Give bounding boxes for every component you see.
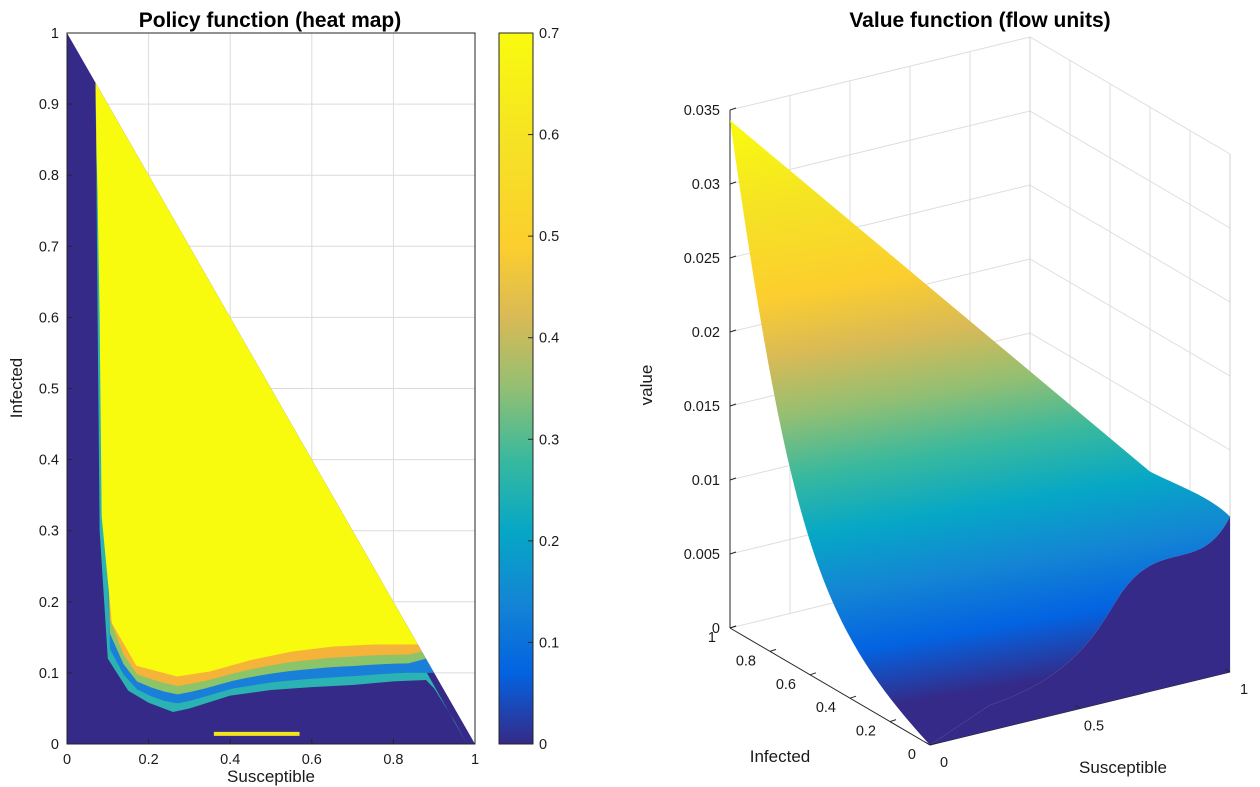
heatmap-max-region bbox=[95, 82, 418, 677]
surface-z-tick-mark bbox=[729, 403, 737, 407]
colorbar-tick-label: 0.4 bbox=[539, 331, 559, 347]
surface-y-tick-label: 1 bbox=[708, 630, 716, 646]
surface-x-tick-mark bbox=[924, 741, 931, 746]
surface-z-tick-label: 0.01 bbox=[692, 473, 720, 489]
heatmap-x-tick-label: 0.2 bbox=[139, 752, 159, 768]
heatmap-y-tick-label: 0.2 bbox=[39, 595, 59, 611]
heatmap-title: Policy function (heat map) bbox=[139, 9, 402, 32]
heatmap-y-tick-label: 0.1 bbox=[39, 666, 59, 682]
surface-z-tick-label: 0.015 bbox=[684, 399, 720, 415]
heatmap-y-ticks: 0 0.1 0.2 0.3 0.4 0.5 0.6 0.7 0.8 0.9 1 bbox=[39, 26, 72, 753]
surface-z-tick-mark bbox=[729, 181, 737, 185]
colorbar-tick-label: 0 bbox=[539, 737, 547, 753]
surface-z-tick-mark bbox=[729, 551, 737, 555]
surface-y-tick-mark bbox=[769, 648, 777, 652]
surface-x-label: Susceptible bbox=[1079, 758, 1167, 777]
heatmap-x-tick-label: 1 bbox=[471, 752, 479, 768]
surface-z-tick-label: 0.02 bbox=[692, 325, 720, 341]
surface-z-label: value bbox=[637, 365, 656, 406]
surface-z-tick-label: 0.025 bbox=[684, 251, 720, 267]
surface-y-tick-mark bbox=[729, 625, 737, 629]
surface-z-tick-label: 0.005 bbox=[684, 547, 720, 563]
heatmap-y-tick-label: 1 bbox=[51, 26, 59, 42]
surface-x-tick-label: 0 bbox=[940, 755, 948, 771]
colorbar-tick-label: 0.2 bbox=[539, 534, 559, 550]
surface-z-tick-mark bbox=[729, 255, 737, 259]
surface-y-ticks: 0 0.2 0.4 0.6 0.8 1 bbox=[708, 625, 937, 763]
surface-z-tick-mark bbox=[729, 477, 737, 481]
surface-x-tick-label: 1 bbox=[1240, 682, 1248, 698]
heatmap-y-tick-label: 0.6 bbox=[39, 310, 59, 326]
surface-y-tick-label: 0.6 bbox=[776, 677, 796, 693]
surface-y-tick-mark bbox=[929, 742, 937, 746]
surface-z-tick-label: 0 bbox=[712, 621, 720, 637]
colorbar-gradient bbox=[498, 32, 534, 745]
heatmap-y-tick-label: 0.5 bbox=[39, 382, 59, 398]
surface-y-tick-label: 0 bbox=[908, 747, 916, 763]
surface-z-tick-label: 0.035 bbox=[684, 103, 720, 119]
surface-y-tick-mark bbox=[809, 672, 817, 676]
surface-y-tick-label: 0.4 bbox=[816, 700, 836, 716]
colorbar-tick-label: 0.6 bbox=[539, 128, 559, 144]
surface-y-tick-label: 0.2 bbox=[856, 724, 876, 740]
heatmap-x-ticks: 0 0.2 0.4 0.6 0.8 1 bbox=[63, 739, 479, 768]
colorbar-tick-label: 0.7 bbox=[539, 26, 559, 42]
surface-y-label: Infected bbox=[750, 747, 811, 766]
heatmap-x-label: Susceptible bbox=[227, 767, 315, 786]
heatmap-x-tick-label: 0 bbox=[63, 752, 71, 768]
heatmap-x-tick-label: 0.6 bbox=[302, 752, 322, 768]
heatmap-y-tick-label: 0.3 bbox=[39, 524, 59, 540]
colorbar-ticks: 0 0.1 0.2 0.3 0.4 0.5 0.6 0.7 bbox=[528, 26, 559, 753]
surface-gridline-z bbox=[729, 36, 1231, 155]
value-surface bbox=[730, 120, 1230, 746]
policy-heatmap: Policy function (heat map) 0 0.2 0.4 0.6 0.8… bbox=[7, 9, 479, 786]
value-surface-zero-region bbox=[930, 516, 1230, 745]
surface-x-tick-mark bbox=[1224, 668, 1231, 673]
heatmap-y-tick-label: 0.9 bbox=[39, 97, 59, 113]
colorbar: 0 0.1 0.2 0.3 0.4 0.5 0.6 0.7 bbox=[498, 26, 559, 753]
surface-z-tick-label: 0.03 bbox=[692, 177, 720, 193]
heatmap-y-tick-label: 0 bbox=[51, 737, 59, 753]
colorbar-tick-label: 0.5 bbox=[539, 229, 559, 245]
surface-y-tick-mark bbox=[889, 719, 897, 723]
value-surface-plot: Value function (flow units) 0 0.005 0.01 0.… bbox=[637, 9, 1248, 777]
heatmap-y-tick-label: 0.7 bbox=[39, 239, 59, 255]
heatmap-x-tick-label: 0.4 bbox=[220, 752, 240, 768]
surface-title: Value function (flow units) bbox=[849, 9, 1110, 32]
surface-y-tick-label: 0.8 bbox=[736, 653, 756, 669]
surface-z-ticks: 0 0.005 0.01 0.015 0.02 0.025 0.03 0.035 bbox=[684, 103, 737, 637]
colorbar-tick-label: 0.3 bbox=[539, 432, 559, 448]
surface-x-tick-label: 0.5 bbox=[1084, 719, 1104, 735]
surface-z-tick-mark bbox=[729, 107, 737, 111]
surface-x-tick-mark bbox=[1074, 705, 1081, 709]
surface-x-ticks: 00.51 bbox=[924, 668, 1248, 771]
surface-y-tick-mark bbox=[849, 695, 857, 699]
heatmap-y-label: Infected bbox=[7, 358, 26, 419]
surface-z-tick-mark bbox=[729, 329, 737, 333]
heatmap-y-tick-label: 0.4 bbox=[39, 453, 59, 469]
heatmap-surface bbox=[67, 33, 475, 744]
colorbar-tick-label: 0.1 bbox=[539, 635, 559, 651]
heatmap-y-tick-label: 0.8 bbox=[39, 168, 59, 184]
heatmap-x-tick-label: 0.8 bbox=[383, 752, 403, 768]
